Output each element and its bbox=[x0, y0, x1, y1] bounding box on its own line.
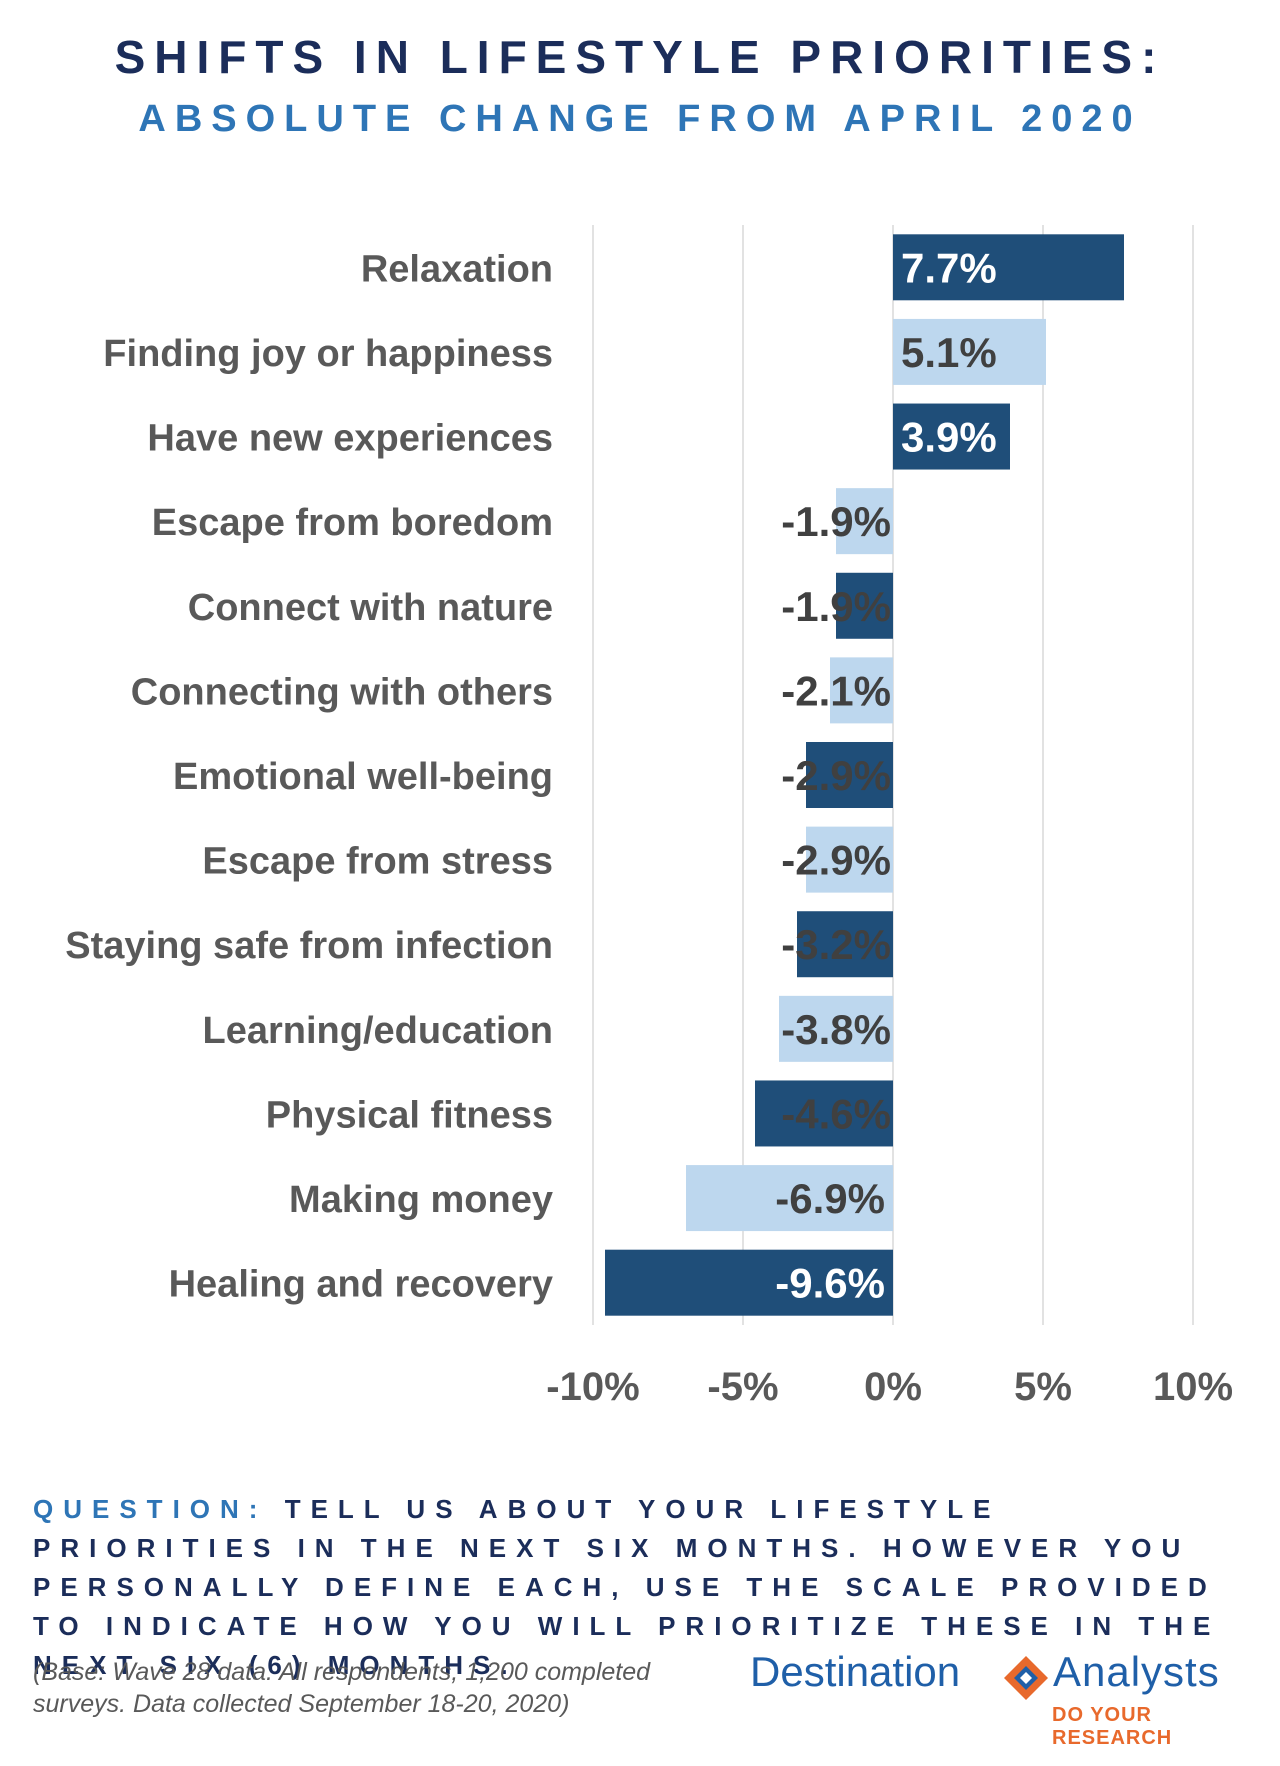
data-label: -3.2% bbox=[781, 921, 891, 968]
category-label: Making money bbox=[289, 1179, 553, 1221]
x-tick-label: -10% bbox=[546, 1365, 639, 1409]
data-label: 3.9% bbox=[901, 414, 997, 461]
bar bbox=[893, 403, 1010, 470]
data-label: -1.9% bbox=[781, 498, 891, 545]
bar bbox=[830, 657, 893, 724]
logo-name-right: Analysts bbox=[1053, 1648, 1220, 1695]
bar bbox=[605, 1249, 893, 1316]
data-label: -4.6% bbox=[781, 1090, 891, 1137]
logo-name-left: Destination bbox=[750, 1648, 961, 1695]
bar bbox=[893, 234, 1124, 301]
x-tick-label: 0% bbox=[864, 1365, 922, 1409]
data-label: -2.9% bbox=[781, 752, 891, 799]
base-note: (Base: Wave 28 data. All respondents, 1,… bbox=[33, 1658, 651, 1718]
data-label: -2.9% bbox=[781, 837, 891, 884]
category-label: Escape from stress bbox=[202, 841, 553, 883]
question-body: TELL US ABOUT YOUR LIFESTYLE PRIORITIES … bbox=[33, 1494, 1221, 1680]
category-label: Escape from boredom bbox=[152, 502, 553, 544]
question-label: QUESTION: bbox=[33, 1494, 268, 1524]
data-label: 7.7% bbox=[901, 244, 997, 291]
category-label: Physical fitness bbox=[266, 1094, 553, 1136]
category-label: Healing and recovery bbox=[169, 1264, 553, 1306]
bar bbox=[797, 911, 893, 978]
company-logo: Destination Analysts DO YOUR RESEARCH bbox=[750, 1648, 1250, 1749]
x-tick-label: 10% bbox=[1153, 1365, 1233, 1409]
chart-subtitle: ABSOLUTE CHANGE FROM APRIL 2020 bbox=[138, 98, 1142, 140]
x-tick-label: 5% bbox=[1014, 1365, 1072, 1409]
category-label: Emotional well-being bbox=[173, 756, 553, 798]
data-label: -2.1% bbox=[781, 667, 891, 714]
question-text: QUESTION: TELL US ABOUT YOUR LIFESTYLE P… bbox=[33, 1490, 1253, 1685]
category-label: Staying safe from infection bbox=[65, 925, 553, 967]
bar bbox=[686, 1165, 893, 1232]
data-label: -1.9% bbox=[781, 583, 891, 630]
bar bbox=[755, 1080, 893, 1147]
bar bbox=[806, 742, 893, 808]
category-label: Have new experiences bbox=[147, 418, 553, 460]
x-tick-label: -5% bbox=[707, 1365, 778, 1409]
chart-title: SHIFTS IN LIFESTYLE PRIORITIES: bbox=[114, 31, 1166, 83]
category-label: Finding joy or happiness bbox=[103, 333, 553, 375]
category-label: Connecting with others bbox=[131, 671, 553, 713]
data-label: -3.8% bbox=[781, 1006, 891, 1053]
data-label: 5.1% bbox=[901, 329, 997, 376]
category-label: Learning/education bbox=[203, 1010, 553, 1052]
data-label: -6.9% bbox=[775, 1175, 885, 1222]
bar bbox=[836, 488, 893, 555]
bar-chart: Relaxation 7.7% Finding joy or happiness 5.… bbox=[65, 225, 1233, 1409]
bar bbox=[836, 572, 893, 639]
bar bbox=[893, 318, 1046, 385]
data-label: -9.6% bbox=[775, 1260, 885, 1307]
bar bbox=[806, 826, 893, 893]
logo-tagline: DO YOUR RESEARCH bbox=[1052, 1704, 1173, 1749]
category-label: Connect with nature bbox=[188, 587, 553, 629]
category-label: Relaxation bbox=[361, 248, 553, 290]
diamond-logo-icon bbox=[1004, 1656, 1048, 1700]
bar bbox=[779, 995, 893, 1062]
